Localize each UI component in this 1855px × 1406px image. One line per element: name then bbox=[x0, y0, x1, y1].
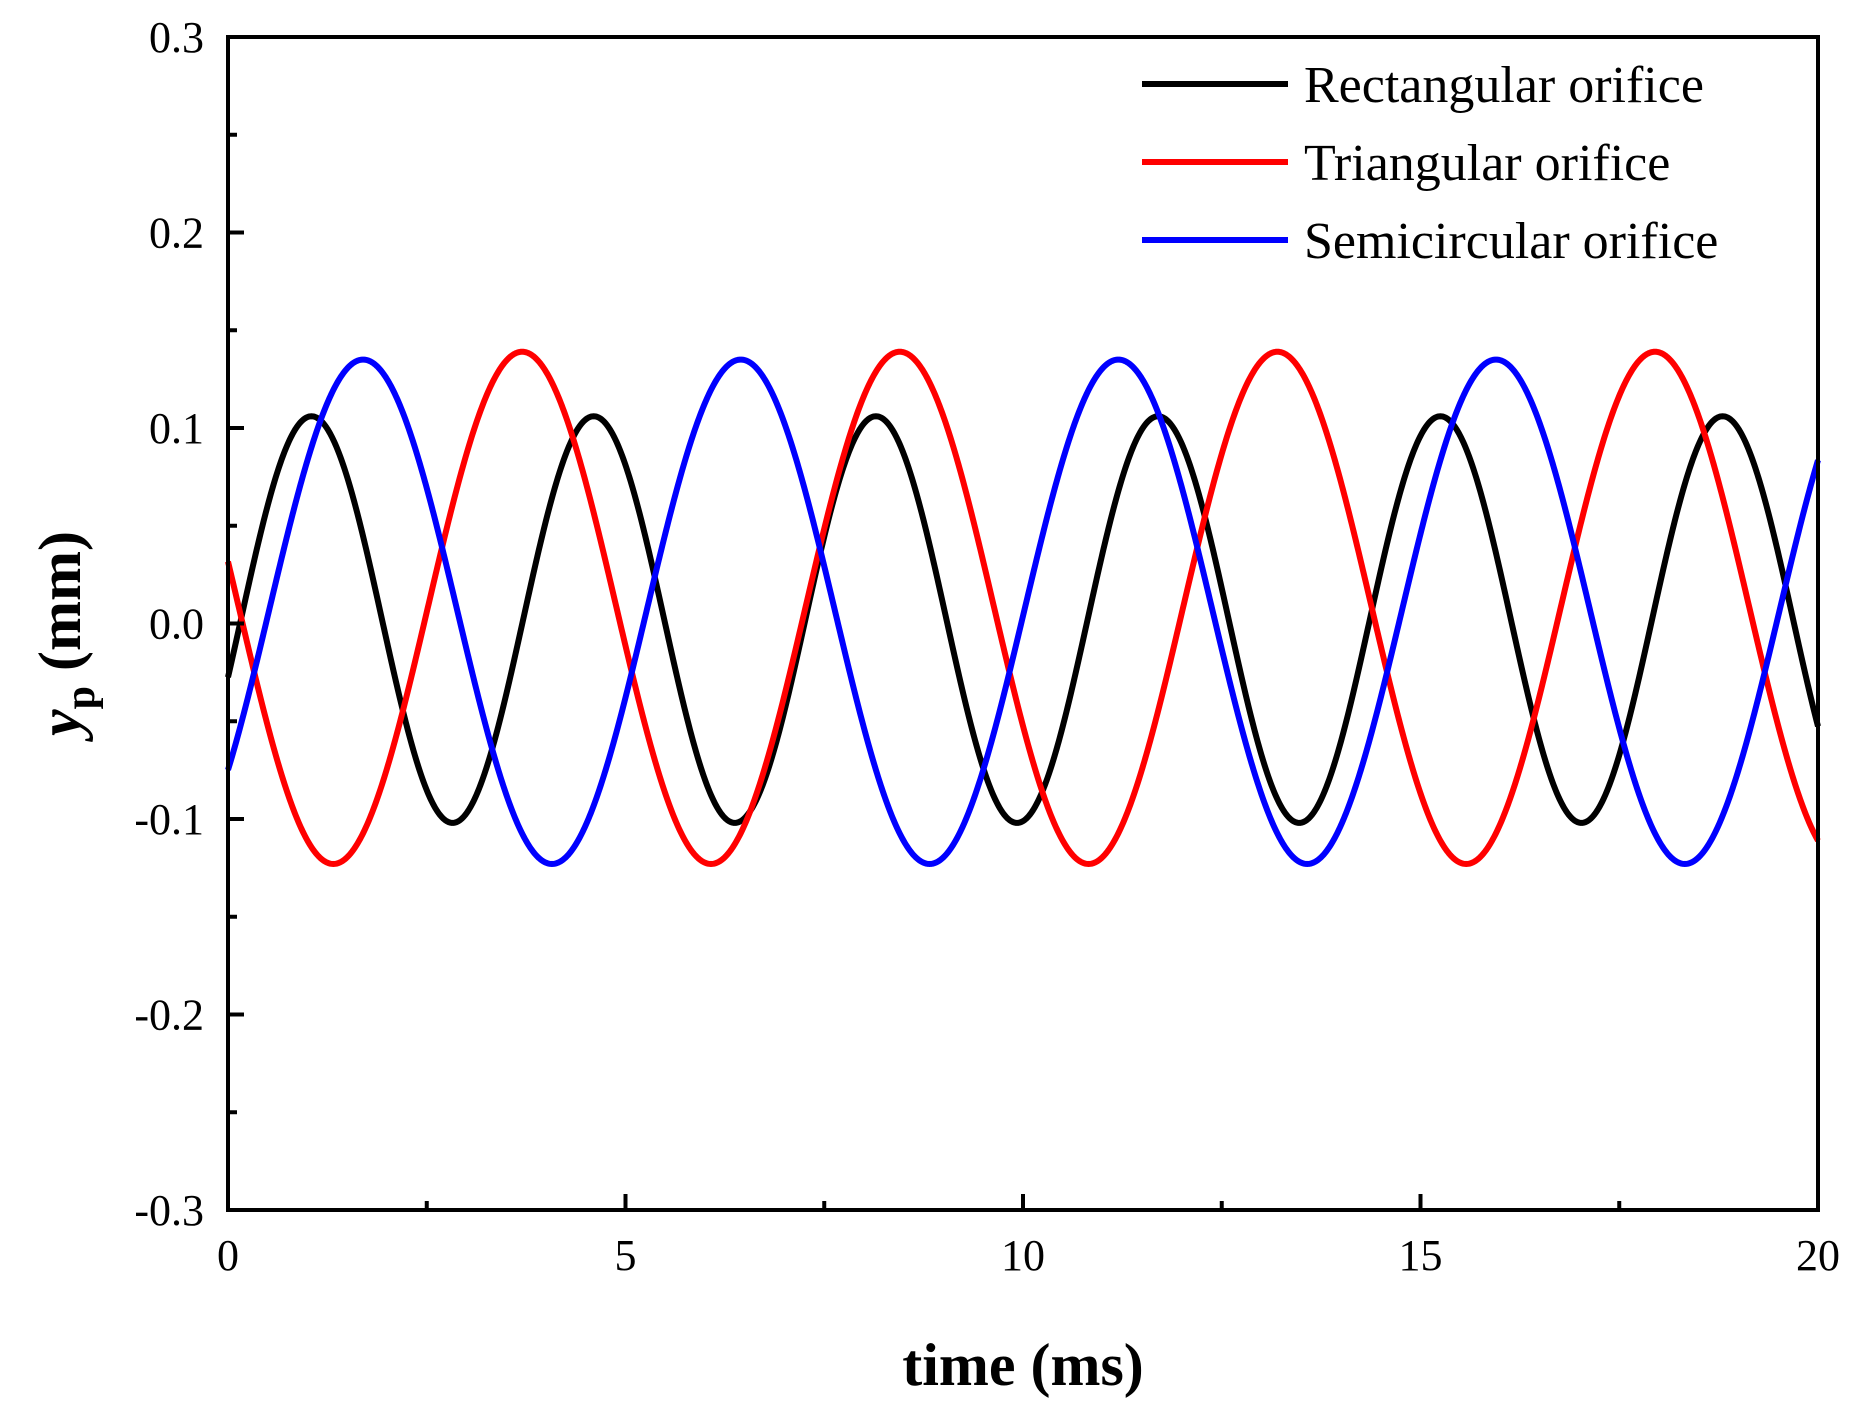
legend-label-3: Semicircular orifice bbox=[1304, 213, 1718, 270]
legend-label-2: Triangular orifice bbox=[1304, 135, 1670, 192]
series-layer bbox=[225, 348, 1821, 867]
y-axis-title: yp (mm) bbox=[27, 531, 104, 742]
y-tick-label-2: -0.1 bbox=[134, 795, 204, 844]
series-line-3 bbox=[225, 356, 1821, 867]
y-axis-title-symbol: y bbox=[27, 709, 93, 742]
x-tick-label-4: 20 bbox=[1796, 1231, 1840, 1280]
y-axis-title-unit: (mm) bbox=[27, 531, 93, 686]
y-tick-label-3: 0.0 bbox=[149, 600, 204, 649]
x-tick-label-2: 10 bbox=[1001, 1231, 1045, 1280]
y-tick-label-6: 0.3 bbox=[149, 13, 204, 62]
x-tick-label-1: 5 bbox=[615, 1231, 637, 1280]
y-tick-label-5: 0.2 bbox=[149, 209, 204, 258]
x-axis-title: time (ms) bbox=[902, 1332, 1144, 1398]
ticks-layer bbox=[226, 35, 1820, 1212]
tick-labels-layer: 0 5 10 15 20 -0.3 -0.2 -0.1 0.0 0.1 0.2 0.3 bbox=[134, 13, 1840, 1280]
y-axis-title-subscript: p bbox=[58, 686, 104, 709]
legend-label-1: Rectangular orifice bbox=[1304, 57, 1704, 114]
x-tick-label-0: 0 bbox=[217, 1231, 239, 1280]
series-line-2 bbox=[225, 348, 1821, 867]
y-tick-label-0: -0.3 bbox=[134, 1186, 204, 1235]
legend: Rectangular orifice Triangular orifice Sem… bbox=[1142, 57, 1718, 270]
y-tick-label-4: 0.1 bbox=[149, 404, 204, 453]
x-tick-label-3: 15 bbox=[1399, 1231, 1443, 1280]
y-tick-label-1: -0.2 bbox=[134, 991, 204, 1040]
